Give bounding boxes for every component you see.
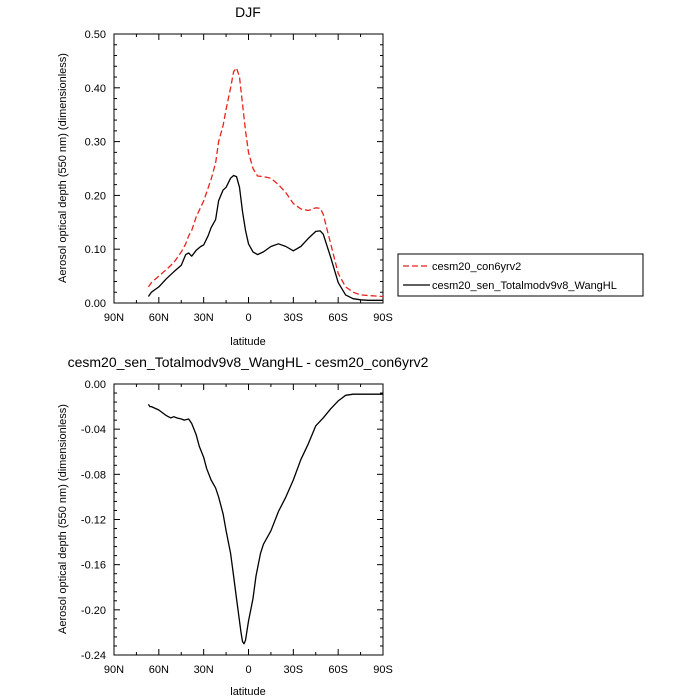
top-x-tick-label: 60S [328, 312, 348, 324]
bottom-y-tick-label: -0.20 [81, 605, 106, 617]
top-x-tick-labels: 90N 60N 30N 0 30S 60S 90S [104, 312, 393, 324]
legend-box [397, 253, 644, 297]
top-y-tick-label: 0.30 [85, 137, 106, 149]
bottom-x-tick-label: 90N [104, 664, 124, 676]
bottom-y-tick-label: -0.08 [81, 469, 106, 481]
top-x-tick-label: 60N [149, 312, 169, 324]
bottom-y-tick-label: 0.00 [85, 379, 106, 391]
bottom-x-tick-label: 60N [149, 664, 169, 676]
bottom-chart: cesm20_sen_Totalmodv9v8_WangHL - cesm20_… [57, 354, 429, 698]
top-x-tick-label: 30N [194, 312, 214, 324]
bottom-plot-frame [113, 383, 384, 656]
bottom-y-tick-label: -0.12 [81, 515, 106, 527]
top-x-tick-label: 90N [104, 312, 124, 324]
bottom-series-line-0 [147, 393, 383, 645]
bottom-y-tick-label: -0.24 [81, 650, 106, 662]
top-series-group [147, 67, 384, 301]
top-y-tick-label: 0.40 [85, 83, 106, 95]
top-x-axis-title: latitude [230, 336, 265, 348]
top-chart-title: DJF [235, 4, 261, 20]
bottom-chart-title: cesm20_sen_Totalmodv9v8_WangHL - cesm20_… [68, 354, 429, 370]
legend-label-con6yrv2: cesm20_con6yrv2 [432, 261, 521, 273]
bottom-x-tick-label: 0 [245, 664, 251, 676]
bottom-x-tick-label: 30S [284, 664, 304, 676]
legend: cesm20_con6yrv2 cesm20_sen_Totalmodv9v8_… [397, 253, 644, 297]
top-series-line-1 [147, 174, 383, 301]
top-y-axis-title: Aerosol optical depth (550 nm) (dimensio… [57, 53, 69, 283]
bottom-ticks [113, 383, 384, 656]
bottom-y-axis-title: Aerosol optical depth (550 nm) (dimensio… [57, 404, 69, 634]
bottom-y-tick-labels: 0.00 -0.04 -0.08 -0.12 -0.16 -0.20 -0.24 [81, 379, 106, 662]
top-x-tick-label: 0 [245, 312, 251, 324]
top-chart: DJF 90N 60N 30N 0 30S 60S 90S 0.00 0.10 0.20 0.30… [57, 4, 393, 348]
bottom-y-tick-label: -0.16 [81, 560, 106, 572]
top-y-tick-label: 0.20 [85, 190, 106, 202]
top-x-tick-label: 30S [284, 312, 304, 324]
bottom-y-tick-label: -0.04 [81, 424, 106, 436]
top-ticks [113, 33, 384, 304]
bottom-x-tick-label: 60S [328, 664, 348, 676]
bottom-x-axis-title: latitude [230, 686, 265, 698]
legend-label-wanghl: cesm20_sen_Totalmodv9v8_WangHL [432, 280, 617, 292]
top-y-tick-labels: 0.00 0.10 0.20 0.30 0.40 0.50 [85, 29, 106, 310]
top-y-tick-label: 0.50 [85, 29, 106, 41]
bottom-series-group [147, 393, 383, 645]
top-plot-frame [113, 33, 384, 304]
bottom-x-tick-labels: 90N 60N 30N 0 30S 60S 90S [104, 664, 393, 676]
top-y-tick-label: 0.10 [85, 244, 106, 256]
bottom-x-tick-label: 90S [373, 664, 393, 676]
bottom-x-tick-label: 30N [194, 664, 214, 676]
top-series-line-0 [147, 67, 384, 298]
top-x-tick-label: 90S [373, 312, 393, 324]
top-y-tick-label: 0.00 [85, 298, 106, 310]
